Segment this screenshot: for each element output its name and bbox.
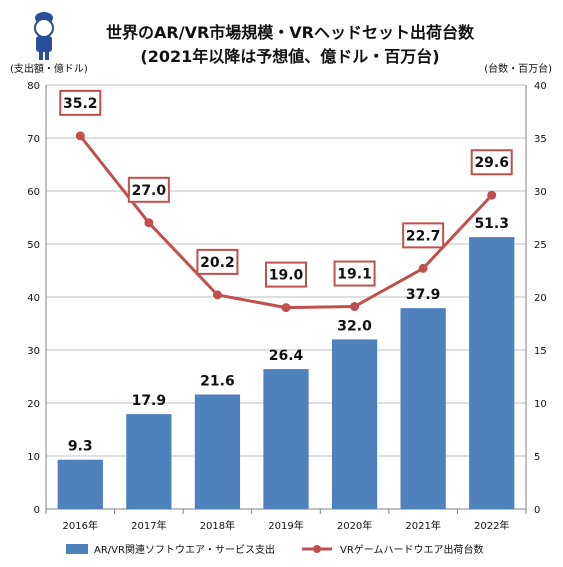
line-data-label: 20.2 (200, 255, 235, 271)
x-tick-label: 2018年 (200, 519, 235, 532)
line-point (75, 131, 85, 141)
bar (57, 459, 103, 509)
line-data-label: 22.7 (406, 228, 441, 244)
bar-data-label: 26.4 (269, 348, 304, 364)
line-point (281, 303, 291, 313)
bar-series (57, 237, 515, 510)
y-left-tick-label: 30 (27, 346, 40, 357)
y-left-tick-label: 20 (27, 399, 40, 410)
bar (331, 339, 378, 509)
line-point (487, 190, 497, 200)
x-tick-label: 2019年 (268, 519, 303, 532)
legend-bar-swatch (66, 544, 88, 554)
y-right-tick-label: 35 (534, 134, 547, 145)
line-data-label: 35.2 (63, 96, 98, 112)
legend-line-label: VRゲームハードウエア出荷台数 (340, 543, 484, 556)
chart-title: 世界のAR/VR市場規模・VRヘッドセット出荷台数 (106, 23, 475, 42)
bar-data-label: 37.9 (406, 287, 441, 303)
y-right-unit: (台数・百万台) (484, 62, 552, 75)
bar (126, 414, 172, 509)
line-data-label: 29.6 (474, 155, 509, 171)
y-right-tick-label: 10 (534, 399, 547, 410)
chart-subtitle: (2021年以降は予想値、億ドル・百万台) (140, 47, 439, 66)
x-tick-label: 2020年 (337, 519, 372, 532)
line-point (418, 263, 428, 273)
bar (194, 394, 241, 509)
y-left-tick-label: 40 (27, 293, 40, 304)
bar-data-label: 32.0 (337, 318, 372, 334)
line-point (144, 218, 154, 228)
line-data-label-box (196, 248, 239, 275)
line-data-label-box (402, 222, 445, 249)
bar-data-label: 51.3 (474, 216, 509, 232)
line-data-label-box (59, 89, 102, 116)
y-right-tick-label: 5 (534, 452, 540, 463)
axes: 0 10 20 30 40 50 60 70 80 0 5 10 15 20 25 30 35 40 2016年 20… (27, 81, 546, 532)
y-left-tick-label: 80 (27, 81, 40, 92)
line-data-label-box (265, 261, 307, 288)
line-point (350, 302, 360, 312)
y-right-tick-label: 15 (534, 346, 547, 357)
x-tick-label: 2017年 (131, 519, 166, 532)
line-data-label-box (127, 176, 170, 203)
line-data-label-box (333, 260, 376, 287)
bar-data-label: 9.3 (68, 439, 93, 455)
bar (263, 369, 309, 509)
line-series (75, 131, 497, 313)
y-right-tick-label: 30 (534, 187, 547, 198)
y-left-tick-label: 50 (27, 240, 40, 251)
x-tick-label: 2021年 (405, 519, 440, 532)
line-point (212, 290, 222, 300)
bar (469, 237, 515, 510)
y-left-tick-label: 70 (27, 134, 40, 145)
line-data-label-box (470, 149, 513, 176)
mascot-icon (34, 12, 54, 60)
legend: AR/VR関連ソフトウエア・サービス支出 VRゲームハードウエア出荷台数 (66, 543, 484, 556)
bar-data-label: 21.6 (200, 374, 235, 390)
y-right-tick-label: 40 (534, 81, 547, 92)
y-right-tick-label: 25 (534, 240, 547, 251)
x-tick-label: 2016年 (63, 519, 98, 532)
y-left-unit: (支出額・億ドル) (10, 62, 88, 75)
line-data-label: 19.1 (337, 267, 372, 283)
x-tick-label: 2022年 (474, 519, 509, 532)
bar-data-label: 17.9 (132, 393, 167, 409)
y-right-tick-label: 0 (534, 505, 540, 516)
data-labels: 9.3 17.9 21.6 26.4 32.0 37.9 51.3 35.2 27.0 20.2 1… (59, 89, 513, 455)
line-data-label: 27.0 (132, 183, 167, 199)
y-left-tick-label: 60 (27, 187, 40, 198)
y-left-tick-label: 10 (27, 452, 40, 463)
legend-bar-label: AR/VR関連ソフトウエア・サービス支出 (94, 543, 275, 556)
line-data-label: 19.0 (269, 268, 304, 284)
legend-line-marker (313, 545, 321, 553)
y-right-tick-label: 20 (534, 293, 547, 304)
y-left-tick-label: 0 (34, 505, 40, 516)
bar (400, 308, 446, 509)
